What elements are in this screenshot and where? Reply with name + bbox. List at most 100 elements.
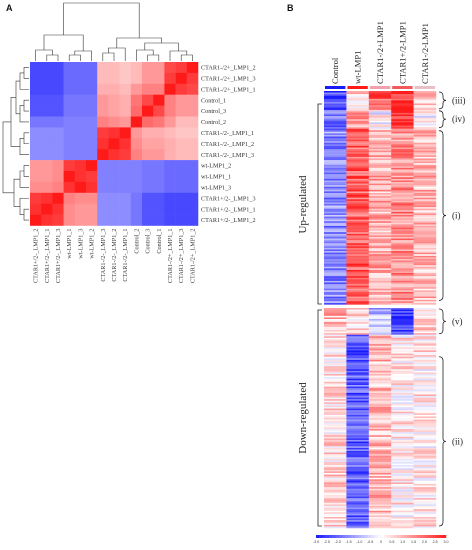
expression-cell	[368, 257, 392, 260]
expression-cell	[346, 408, 369, 411]
expression-cell	[368, 319, 392, 321]
heatmap-cell	[186, 203, 199, 215]
heatmap-cell	[86, 127, 98, 139]
expression-cell	[368, 108, 392, 111]
expression-cell	[368, 262, 392, 264]
expression-cell	[324, 311, 347, 313]
expression-cell	[368, 515, 392, 518]
colorbar-tick-label: 1.5	[411, 540, 416, 544]
expression-cell	[368, 156, 392, 159]
expression-cell	[368, 392, 392, 395]
expression-cell	[368, 216, 392, 219]
heatmap-cell	[86, 72, 98, 85]
expression-cell	[324, 407, 347, 409]
dendrogram-link	[147, 54, 160, 61]
expression-cell	[368, 504, 392, 507]
expression-cell	[391, 425, 414, 428]
cluster-label: (v)	[452, 316, 463, 326]
expression-cell	[324, 352, 347, 354]
colorbar-segment	[325, 535, 330, 538]
heatmap-cell	[86, 116, 98, 128]
expression-cell	[324, 130, 347, 133]
expression-cell	[413, 235, 437, 238]
expression-cell	[391, 241, 414, 244]
expression-cell	[368, 490, 392, 493]
dendrogram-link	[13, 178, 20, 207]
expression-cell	[346, 246, 369, 249]
expression-cell	[346, 177, 369, 180]
heatmap-cell	[142, 203, 154, 215]
expression-cell	[324, 213, 347, 216]
expression-cell	[324, 378, 347, 381]
expression-cell	[391, 308, 414, 310]
expression-cell	[413, 490, 437, 493]
colorbar-segment	[374, 535, 378, 538]
heatmap-cell	[52, 171, 64, 183]
expression-cell	[413, 262, 437, 264]
expression-cell	[413, 296, 437, 299]
expression-cell	[346, 266, 369, 269]
expression-cell	[324, 219, 347, 222]
expression-cell	[413, 282, 437, 285]
expression-cell	[324, 411, 347, 414]
dendrogram-link	[108, 47, 126, 61]
expression-cell	[324, 238, 347, 241]
dendrogram-link	[19, 72, 29, 90]
expression-cell	[391, 477, 414, 480]
expression-cell	[324, 416, 347, 419]
expression-cell	[368, 116, 392, 118]
expression-cell	[324, 405, 347, 408]
expression-cell	[368, 414, 392, 417]
expression-cell	[413, 466, 437, 469]
expression-cell	[413, 98, 437, 101]
expression-cell	[346, 268, 369, 271]
dendrogram-link	[136, 49, 154, 61]
expression-cell	[391, 341, 414, 343]
heatmap-cell	[108, 171, 120, 183]
expression-cell	[391, 375, 414, 378]
expression-cell	[391, 355, 414, 357]
expression-cell	[324, 291, 347, 294]
heatmap-cell	[74, 83, 87, 95]
expression-cell	[391, 474, 414, 477]
expression-cell	[346, 257, 369, 260]
expression-cell	[324, 361, 347, 364]
expression-cell	[391, 328, 414, 331]
expression-cell	[324, 240, 347, 242]
expression-cell	[391, 101, 414, 104]
heatmap-cell	[130, 62, 143, 74]
expression-cell	[368, 468, 392, 471]
expression-cell	[346, 128, 369, 131]
expression-cell	[413, 518, 437, 521]
expression-cell	[391, 422, 414, 425]
heatmap-cell	[30, 62, 42, 74]
expression-cell	[368, 363, 392, 365]
expression-cell	[368, 194, 392, 197]
heatmap-cell	[86, 203, 98, 215]
expression-cell	[346, 178, 369, 181]
heatmap-cell	[30, 138, 42, 150]
expression-cell	[368, 91, 392, 93]
expression-cell	[391, 285, 414, 288]
expression-cell	[368, 193, 392, 195]
expression-cell	[368, 94, 392, 96]
expression-cell	[368, 328, 392, 331]
expression-cell	[391, 507, 414, 510]
expression-cell	[413, 233, 437, 236]
heatmap-cell	[97, 192, 109, 204]
colorbar-segment	[361, 535, 365, 538]
expression-cell	[368, 130, 392, 133]
heatmap-cell	[142, 160, 154, 172]
expression-cell	[413, 418, 437, 420]
expression-heatmap	[324, 91, 437, 529]
dendrogram-link	[74, 50, 92, 61]
expression-cell	[413, 413, 437, 416]
dendrogram-link	[180, 54, 193, 61]
expression-cell	[391, 92, 414, 95]
expression-cell	[368, 164, 392, 167]
heatmap-cell	[52, 203, 64, 215]
expression-cell	[413, 240, 437, 242]
expression-cell	[391, 311, 414, 313]
expression-cell	[324, 131, 347, 134]
expression-cell	[391, 485, 414, 488]
